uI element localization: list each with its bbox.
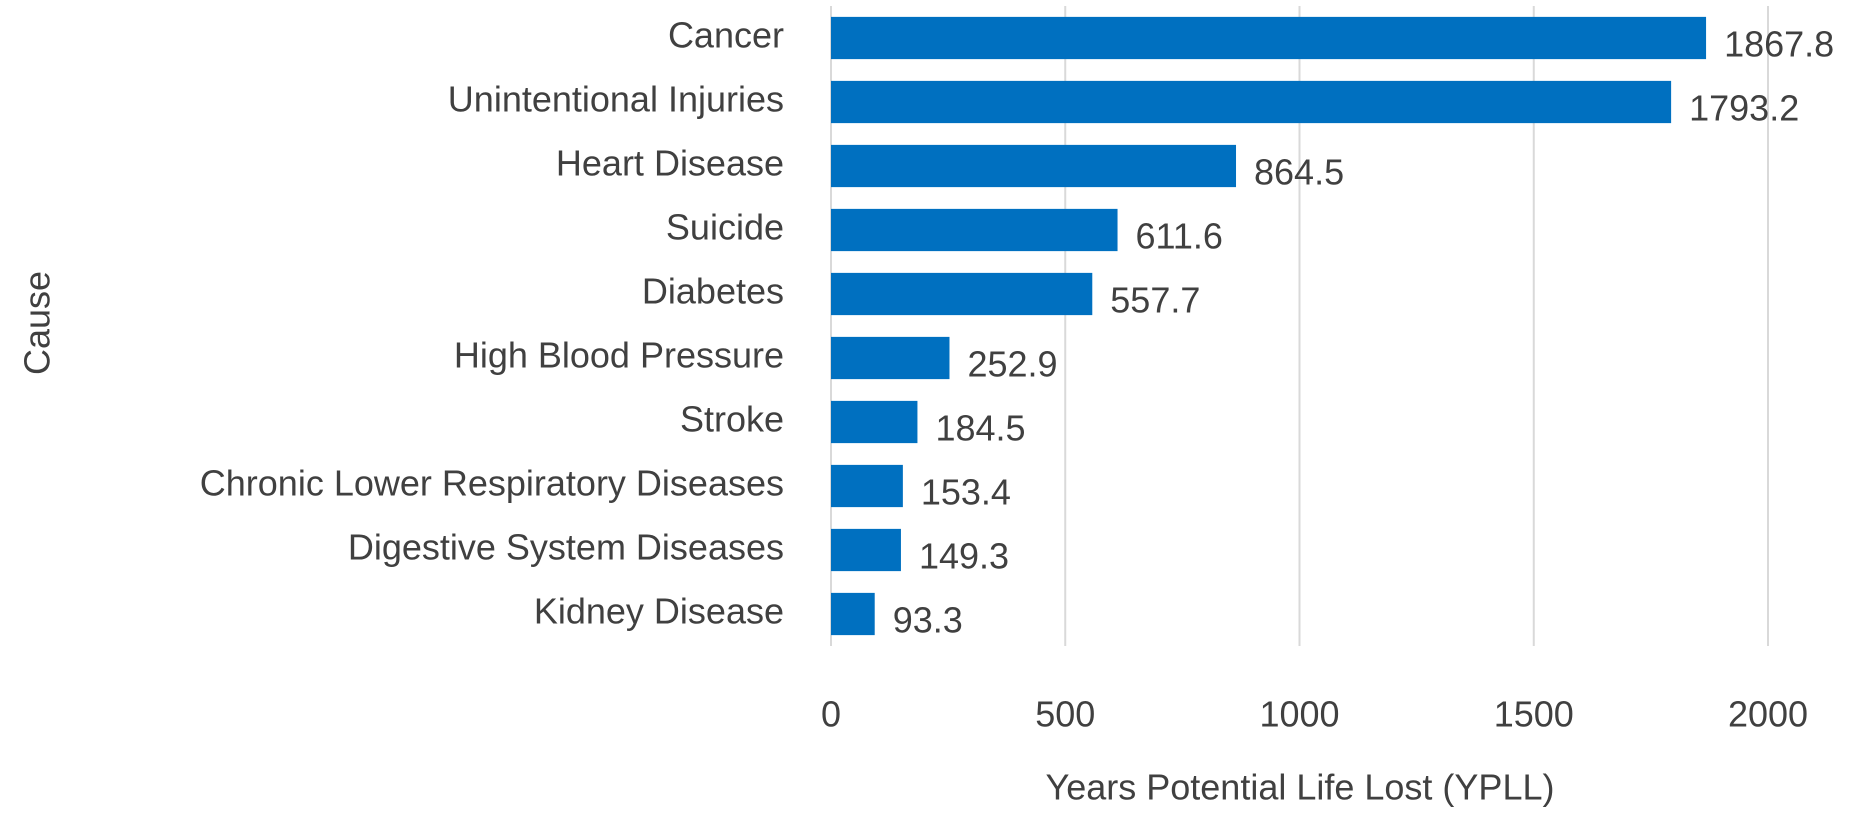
- x-tick-label: 2000: [1728, 694, 1808, 735]
- y-tick-label: Kidney Disease: [534, 591, 784, 632]
- data-label: 611.6: [1136, 216, 1223, 257]
- data-label: 864.5: [1254, 152, 1344, 193]
- y-tick-label: Diabetes: [642, 271, 784, 312]
- data-label: 1793.2: [1689, 88, 1799, 129]
- y-tick-label: Cancer: [668, 15, 784, 56]
- y-tick-label: Heart Disease: [556, 143, 784, 184]
- data-label: 184.5: [935, 408, 1025, 449]
- x-tick-label: 0: [821, 694, 841, 735]
- bar: [831, 528, 901, 572]
- data-label: 153.4: [921, 472, 1011, 513]
- y-tick-label: High Blood Pressure: [454, 335, 784, 376]
- bar: [831, 592, 875, 636]
- data-label: 557.7: [1110, 280, 1200, 321]
- bar: [831, 208, 1118, 252]
- y-tick-label: Suicide: [666, 207, 784, 248]
- bar: [831, 272, 1093, 316]
- bar: [831, 336, 950, 380]
- x-tick-label: 1500: [1494, 694, 1574, 735]
- data-label: 149.3: [919, 536, 1009, 577]
- y-tick-label: Digestive System Diseases: [348, 527, 784, 568]
- y-tick-label: Stroke: [680, 399, 784, 440]
- y-tick-label: Unintentional Injuries: [448, 79, 784, 120]
- x-tick-label: 1000: [1259, 694, 1339, 735]
- y-tick-label: Chronic Lower Respiratory Diseases: [200, 463, 784, 504]
- x-tick-label: 500: [1035, 694, 1095, 735]
- bar: [831, 144, 1237, 188]
- data-label: 93.3: [893, 600, 963, 641]
- bar: [831, 464, 903, 508]
- y-axis-label: Cause: [17, 271, 58, 375]
- data-label: 1867.8: [1724, 24, 1834, 65]
- bar: [831, 16, 1707, 60]
- bar: [831, 80, 1672, 124]
- data-label: 252.9: [967, 344, 1057, 385]
- x-axis-label: Years Potential Life Lost (YPLL): [1046, 767, 1555, 808]
- bar: [831, 400, 918, 444]
